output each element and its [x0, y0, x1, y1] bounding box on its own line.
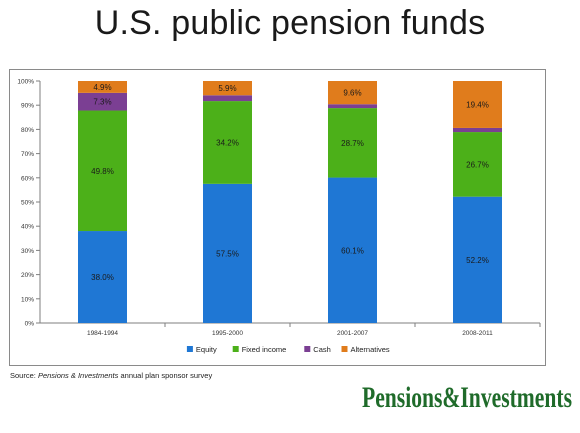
data-label: 5.9%: [218, 84, 236, 93]
x-tick-label: 2008-2011: [462, 330, 493, 337]
y-tick-label: 20%: [21, 272, 34, 279]
bar-equity-1984-1994: [78, 231, 127, 323]
pensions-investments-logo: Pensions&Investments: [362, 381, 572, 414]
legend-label: Equity: [196, 345, 217, 354]
x-tick-label: 1995-2000: [212, 330, 243, 337]
x-tick-label: 1984-1994: [87, 330, 118, 337]
data-label: 49.8%: [91, 167, 114, 176]
legend-label: Cash: [313, 345, 331, 354]
bar-fixed-income-1984-1994: [78, 110, 127, 232]
chart-frame: 0% 10% 20% 30% 40% 50% 60% 70% 80% 90% 100% 38.0% 49…: [9, 69, 546, 366]
data-label: 52.2%: [466, 256, 489, 265]
data-label: 19.4%: [466, 100, 489, 109]
data-label: 57.5%: [216, 249, 239, 258]
data-label: 26.7%: [466, 160, 489, 169]
x-tick-label: 2001-2007: [337, 330, 368, 337]
data-label: 60.1%: [341, 246, 364, 255]
y-tick-label: 100%: [17, 79, 34, 86]
source-publication: Pensions & Investments: [37, 371, 119, 380]
y-tick-label: 90%: [21, 103, 34, 110]
bar-alternatives-1984-1994: [78, 81, 127, 93]
y-tick-label: 80%: [21, 127, 34, 134]
y-tick-label: 10%: [21, 296, 34, 303]
source-suffix: annual plan sponsor survey: [118, 371, 213, 380]
logo-wordmark: Pensions&Investments: [362, 381, 572, 414]
source-prefix: Source:: [10, 371, 38, 380]
page-title: U.S. public pension funds: [94, 4, 486, 42]
bar-alternatives-2008-2011: [453, 81, 502, 128]
y-tick-label: 40%: [21, 224, 34, 231]
bar-fixed-income-2001-2007: [328, 108, 377, 178]
stacked-bar-chart: 0% 10% 20% 30% 40% 50% 60% 70% 80% 90% 100% 38.0% 49…: [17, 79, 541, 354]
legend-label: Fixed income: [242, 345, 287, 354]
y-tick-label: 50%: [21, 200, 34, 207]
data-label: 38.0%: [91, 273, 114, 282]
bar-cash-1995-2000: [203, 95, 252, 102]
y-tick-label: 70%: [21, 151, 34, 158]
bar-cash-2008-2011: [453, 127, 502, 133]
legend-swatch-fixed-income: [232, 346, 239, 352]
bar-fixed-income-1995-2000: [203, 101, 252, 184]
data-label: 9.6%: [343, 89, 361, 98]
bar-cash-2001-2007: [328, 104, 377, 109]
bar-fixed-income-2008-2011: [453, 132, 502, 197]
legend-label: Alternatives: [351, 345, 390, 354]
legend-swatch-alternatives: [341, 346, 348, 352]
bar-equity-2001-2007: [328, 177, 377, 323]
y-tick-label: 60%: [21, 175, 34, 182]
bar-alternatives-1995-2000: [203, 81, 252, 96]
y-tick-label: 0%: [25, 321, 35, 328]
bar-cash-1984-1994: [78, 92, 127, 111]
bar-equity-2008-2011: [453, 196, 502, 323]
data-label: 4.9%: [93, 83, 111, 92]
y-tick-label: 30%: [21, 248, 34, 255]
source-note: Source: Pensions & Investments annual pl…: [10, 371, 212, 380]
data-label: 28.7%: [341, 139, 364, 148]
legend-swatch-equity: [186, 346, 193, 352]
legend-swatch-cash: [304, 346, 311, 352]
data-label: 34.2%: [216, 138, 239, 147]
bar-equity-1995-2000: [203, 183, 252, 323]
bar-alternatives-2001-2007: [328, 81, 377, 105]
data-label: 7.3%: [93, 98, 111, 107]
